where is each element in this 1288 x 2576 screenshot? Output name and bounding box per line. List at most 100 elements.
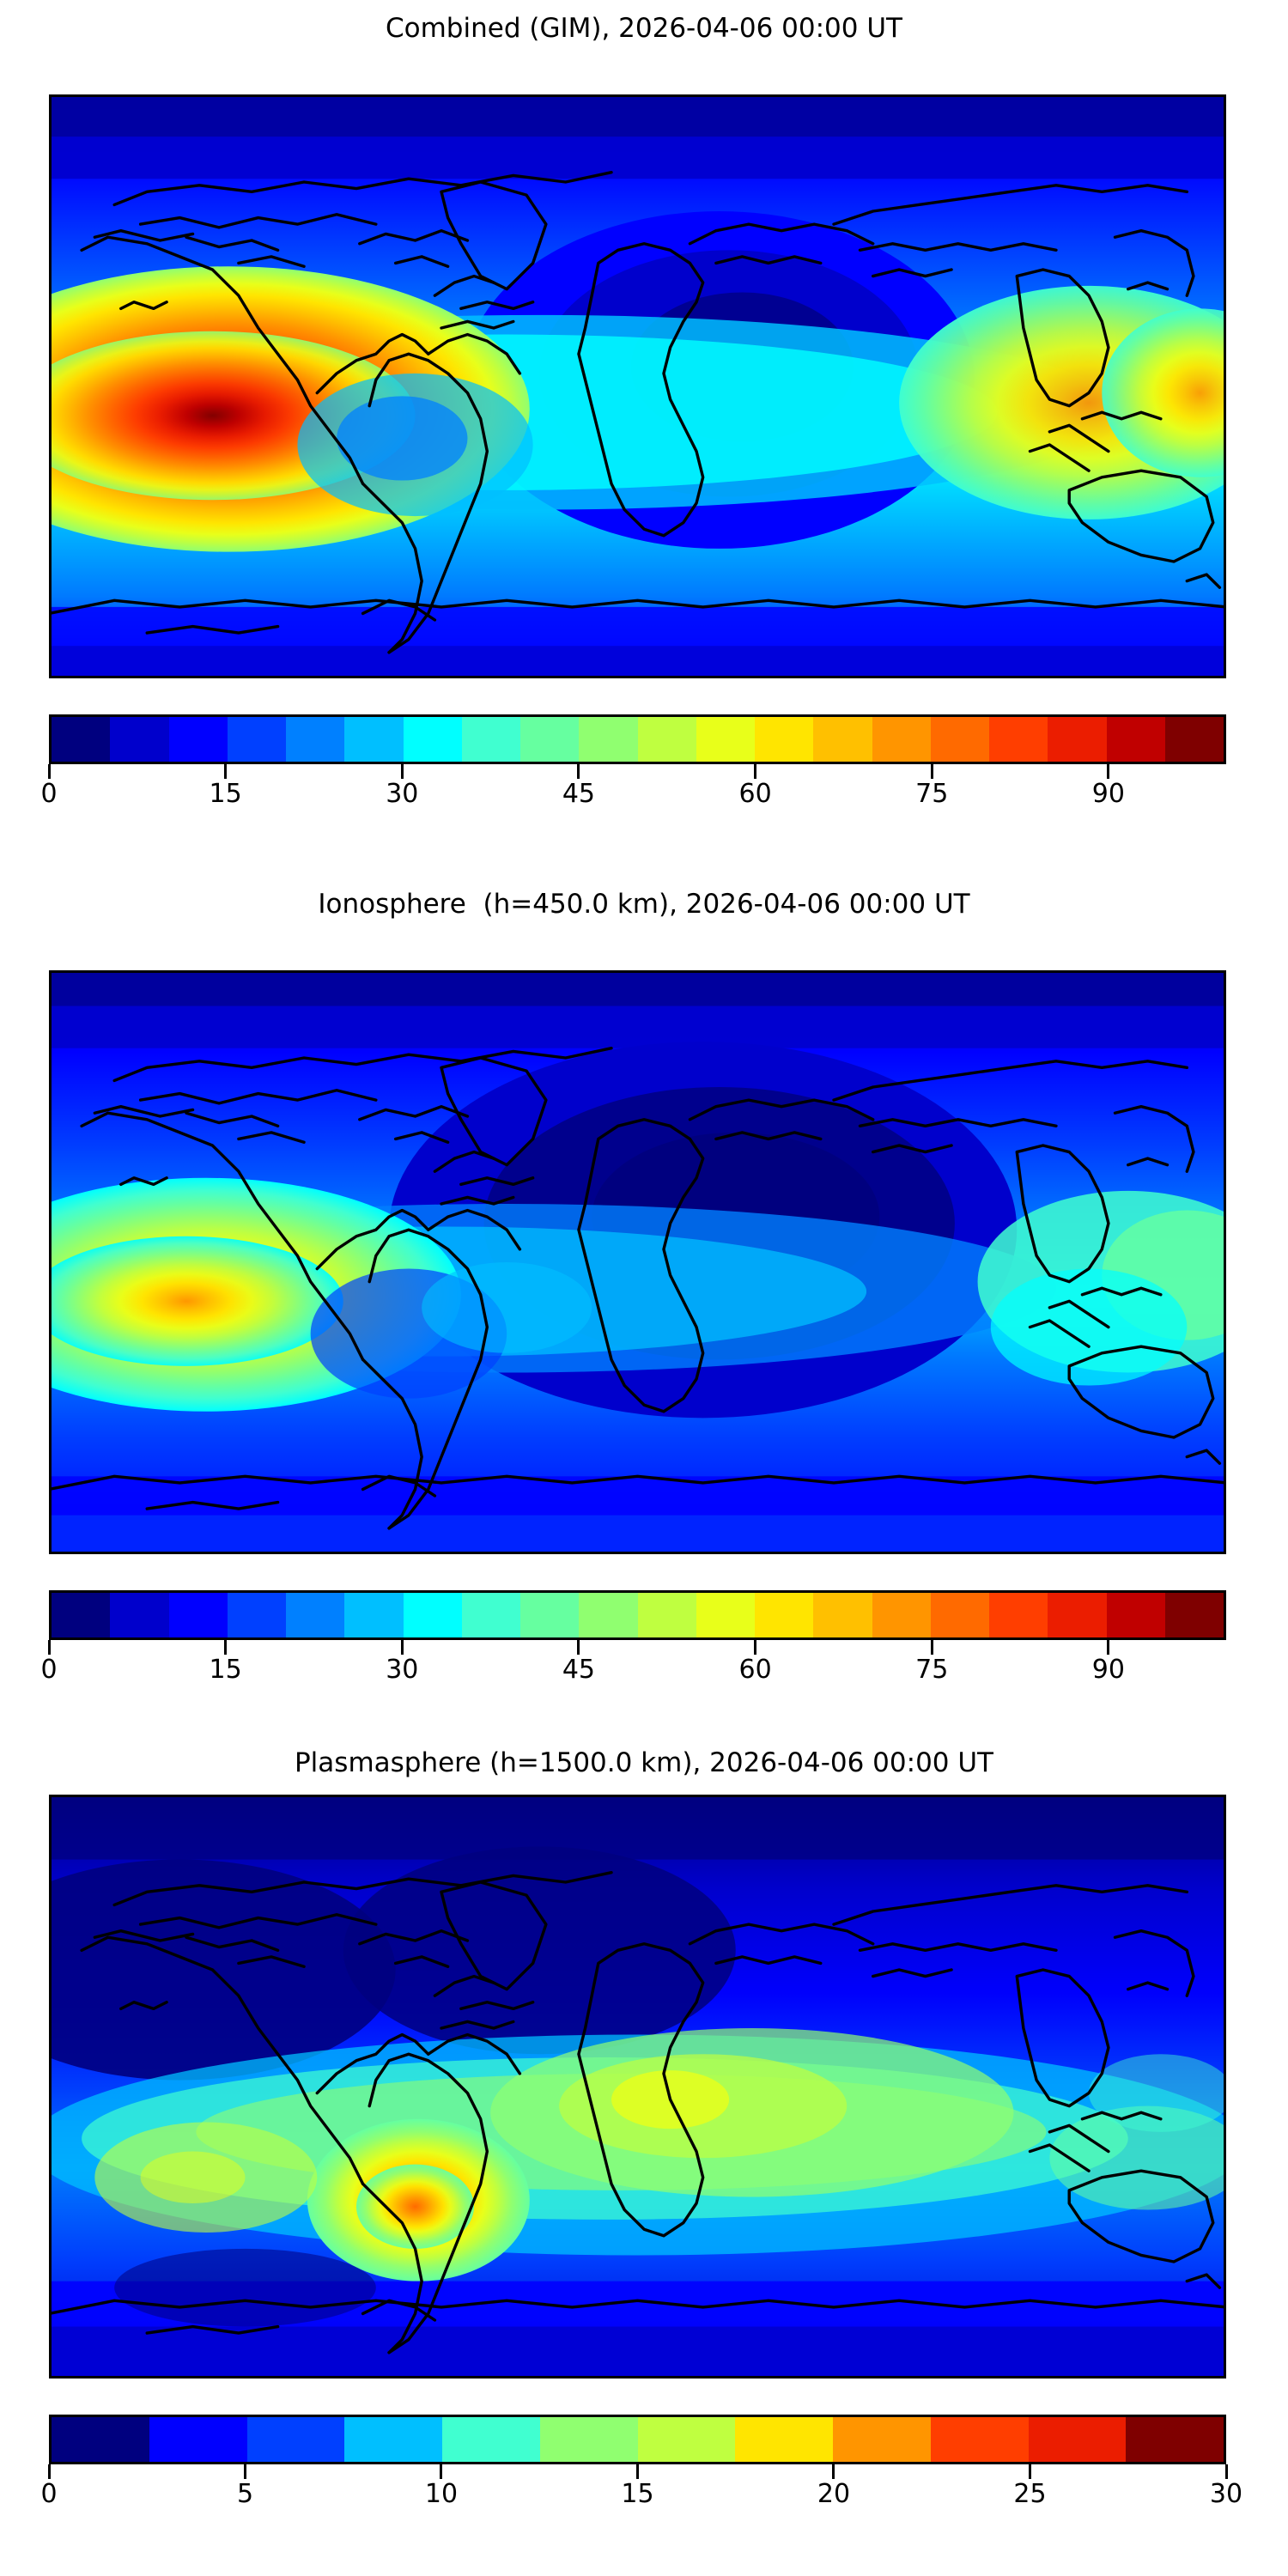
colorbar-tick-label: 30 [386,779,419,809]
colorbar-tick-label: 15 [621,2479,654,2509]
colorbar-band [930,2417,1029,2462]
colorbar-tick-label: 5 [236,2479,254,2509]
map-canvas-combined-gim [49,94,1226,678]
colorbar-tick-label: 75 [915,779,949,809]
coastlines [49,1046,1226,1530]
colorbar-band [520,1593,580,1637]
colorbar-band [227,717,286,762]
colorbar-band [344,1593,404,1637]
colorbar-band [461,1593,520,1637]
colorbar-tick-label: 90 [1091,1655,1125,1685]
colorbar-band [930,1593,989,1637]
colorbar-band [168,1593,228,1637]
colorbar-tick-mark [832,2464,835,2479]
colorbar-tick-mark [1224,2464,1228,2479]
colorbar-tick-label: 60 [738,779,772,809]
colorbar-band [1106,1593,1165,1637]
colorbar-band [872,1593,931,1637]
colorbar-band [735,2417,833,2462]
colorbar-band [227,1593,286,1637]
colorbar-band [755,717,814,762]
colorbar-tick-label: 20 [817,2479,851,2509]
colorbar-combined-gim[interactable]: 0 15 30 45 60 75 90 [40,714,1226,809]
colorbar-band [1028,2417,1127,2462]
colorbar-band [286,717,345,762]
tec-contours-plasmasphere [49,1795,1226,2379]
colorbar-ticks-plasmasphere: 0 5 10 15 20 25 30 [40,2464,1242,2509]
colorbar-band [52,717,111,762]
colorbar-tick-label: 10 [424,2479,459,2509]
colorbar-ionosphere[interactable]: 0 15 30 45 60 75 90 [40,1590,1226,1685]
map-combined-gim [49,94,1226,678]
colorbar-tick-mark [47,1640,51,1655]
map-plasmasphere [49,1795,1226,2379]
panel-title-ionosphere: Ionosphere (h=450.0 km), 2026-04-06 00:0… [318,889,970,920]
colorbar-band [1048,717,1107,762]
colorbar-tick-mark [1029,2464,1031,2479]
colorbar-tick-label: 15 [209,779,242,809]
map-ionosphere [49,970,1226,1554]
colorbar-plasmasphere[interactable]: 0 5 10 15 20 25 30 [40,2415,1242,2509]
colorbar-band [52,2417,149,2462]
colorbar-tick-label: 0 [40,779,58,809]
colorbar-band [539,2417,638,2462]
colorbar-tick-label: 60 [738,1655,772,1685]
panel-title-combined-gim: Combined (GIM), 2026-04-06 00:00 UT [386,13,902,44]
colorbar-band [520,717,580,762]
colorbar-tick-mark [224,764,228,779]
colorbar-tick-label: 0 [40,2479,58,2509]
colorbar-tick-mark [400,764,404,779]
colorbar-tick-label: 75 [915,1655,949,1685]
colorbar-ticks-combined-gim: 0 15 30 45 60 75 90 [40,764,1226,809]
colorbar-tick-mark [577,1640,580,1655]
colorbar-band [1048,1593,1107,1637]
colorbar-tick-mark [243,2464,246,2479]
panel-plasmasphere: Plasmasphere (h=1500.0 km), 2026-04-06 0… [0,1747,1288,2576]
colorbar-band [989,717,1048,762]
coastlines [49,170,1226,654]
colorbar-band [872,717,931,762]
colorbar-tick-label: 90 [1091,779,1125,809]
colorbar-band [246,2417,345,2462]
colorbar-band [579,717,638,762]
colorbar-band [461,717,520,762]
colorbar-band [1164,717,1224,762]
colorbar-band [344,717,404,762]
colorbar-band [110,717,169,762]
colorbar-band [168,717,228,762]
tec-contours-ionosphere [49,970,1226,1554]
colorbar-band [1164,1593,1224,1637]
colorbar-band [637,717,696,762]
colorbar-band [403,1593,462,1637]
colorbar-band [149,2417,247,2462]
colorbar-band [52,1593,111,1637]
colorbar-band [1106,717,1165,762]
colorbar-tick-mark [754,764,757,779]
colorbar-band [813,1593,872,1637]
colorbar-bands-combined-gim [49,714,1226,764]
colorbar-band [442,2417,540,2462]
colorbar-band [110,1593,169,1637]
colorbar-tick-mark [47,2464,51,2479]
colorbar-tick-mark [440,2464,443,2479]
colorbar-tick-label: 15 [209,1655,242,1685]
panel-title-plasmasphere: Plasmasphere (h=1500.0 km), 2026-04-06 0… [294,1747,993,1778]
colorbar-band [286,1593,345,1637]
colorbar-band [344,2417,442,2462]
colorbar-tick-mark [1107,764,1110,779]
map-canvas-ionosphere [49,970,1226,1554]
colorbar-tick-label: 45 [562,1655,596,1685]
colorbar-tick-label: 30 [386,1655,419,1685]
colorbar-bands-ionosphere [49,1590,1226,1640]
colorbar-tick-mark [1107,1640,1110,1655]
colorbar-tick-mark [930,1640,933,1655]
panel-combined-gim: Combined (GIM), 2026-04-06 00:00 UT [0,0,1288,876]
tec-contours-combined-gim [49,94,1226,678]
colorbar-tick-label: 30 [1209,2479,1243,2509]
panel-ionosphere: Ionosphere (h=450.0 km), 2026-04-06 00:0… [0,876,1288,1752]
colorbar-band [989,1593,1048,1637]
colorbar-bands-plasmasphere [49,2415,1226,2464]
colorbar-band [833,2417,931,2462]
colorbar-tick-mark [47,764,51,779]
